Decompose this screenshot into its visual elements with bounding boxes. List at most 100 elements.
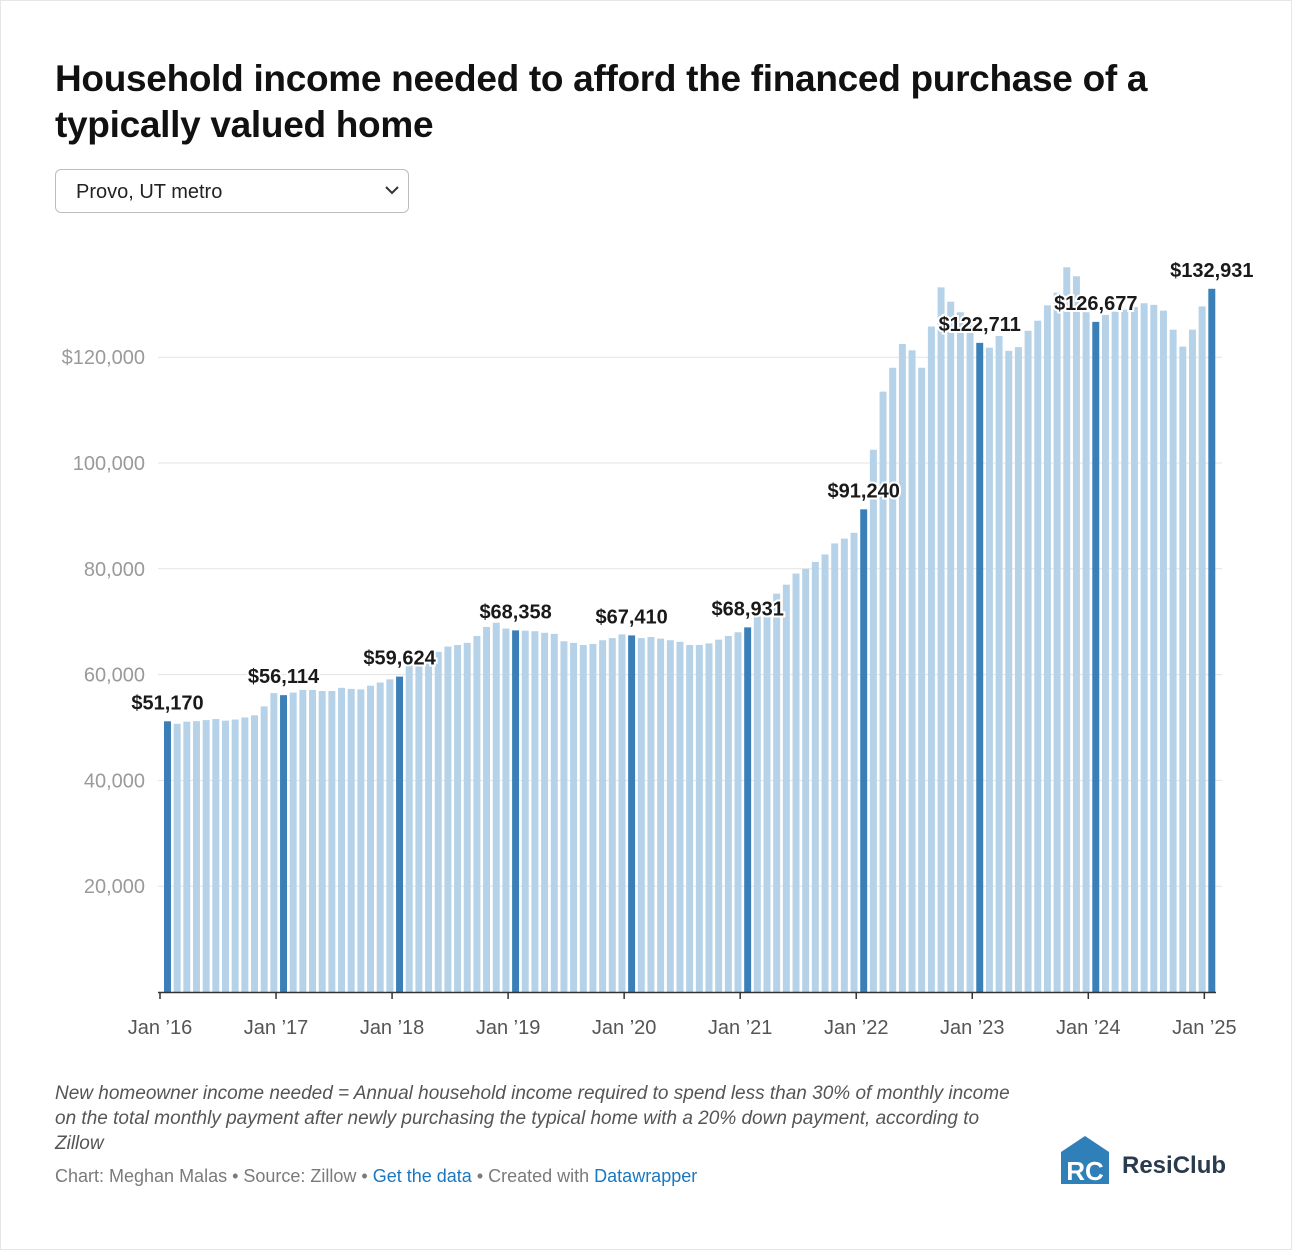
bar — [898, 343, 906, 993]
bar — [1024, 330, 1032, 992]
bar — [231, 719, 239, 992]
bar — [463, 642, 471, 992]
bar — [386, 679, 394, 992]
bar — [927, 326, 935, 992]
bar — [686, 644, 694, 992]
bar — [937, 287, 945, 992]
bar — [560, 641, 568, 992]
bar-highlight — [976, 342, 984, 992]
bar — [434, 651, 442, 992]
bar — [763, 604, 771, 992]
bar — [1130, 306, 1138, 992]
bar — [637, 638, 645, 992]
bar — [705, 643, 713, 992]
bar — [376, 682, 384, 992]
x-tick-label: Jan ’19 — [476, 1017, 541, 1039]
bar — [966, 325, 974, 993]
bar — [473, 635, 481, 992]
y-tick-label: 40,000 — [84, 770, 145, 792]
bar — [183, 721, 191, 992]
bar — [811, 561, 819, 992]
bar — [840, 538, 848, 992]
bar-highlight — [164, 721, 171, 992]
bar — [289, 692, 297, 992]
datawrapper-link[interactable]: Datawrapper — [594, 1166, 698, 1186]
bar-highlight — [280, 695, 287, 992]
credits-middle: • Created with — [471, 1166, 595, 1186]
bar — [1150, 304, 1158, 993]
y-tick-label: 100,000 — [73, 453, 145, 475]
bar — [715, 639, 723, 992]
data-label: $51,170 — [131, 692, 203, 714]
x-tick-label: Jan ’20 — [592, 1017, 657, 1039]
bar — [666, 640, 674, 992]
bar-chart: 20,000 40,000 60,000 80,000 100,000 $120,000 J… — [62, 258, 1256, 1039]
bar — [541, 632, 549, 992]
bar — [1188, 329, 1196, 992]
bar — [521, 630, 529, 992]
bar — [328, 690, 336, 992]
data-label: $91,240 — [828, 480, 900, 502]
bar — [309, 689, 317, 992]
x-tick-label: Jan ’16 — [128, 1017, 193, 1039]
bar — [222, 720, 229, 992]
y-tick-label: 80,000 — [84, 559, 145, 581]
bar — [502, 628, 510, 992]
bar — [1063, 267, 1071, 992]
bar — [647, 637, 655, 992]
credits-prefix: Chart: Meghan Malas • Source: Zillow • — [55, 1166, 373, 1186]
bar — [550, 633, 558, 992]
bar — [1053, 292, 1061, 992]
x-tick-label: Jan ’24 — [1056, 1017, 1121, 1039]
bar — [425, 657, 433, 992]
metro-select[interactable]: Provo, UT metro — [55, 169, 409, 213]
bar — [193, 721, 200, 992]
bar — [753, 616, 761, 992]
bar — [579, 644, 587, 992]
bar — [782, 584, 790, 992]
bar — [608, 638, 616, 992]
x-tick-label: Jan ’21 — [708, 1017, 773, 1039]
bar — [879, 391, 887, 992]
get-the-data-link[interactable]: Get the data — [372, 1166, 472, 1186]
bar-highlight — [744, 627, 752, 992]
bar — [821, 554, 829, 992]
bar — [802, 568, 810, 992]
bar — [251, 715, 258, 992]
bar — [415, 661, 423, 992]
bar — [889, 367, 897, 992]
x-tick-label: Jan ’17 — [244, 1017, 309, 1039]
bar — [1043, 305, 1051, 992]
bar — [773, 593, 781, 992]
bar — [1034, 320, 1042, 993]
bar — [260, 706, 268, 992]
x-tick-label: Jan ’18 — [360, 1017, 425, 1039]
bar-highlight — [628, 635, 636, 992]
bar — [599, 640, 607, 992]
bar — [173, 723, 181, 992]
logo-monogram: RC — [1066, 1156, 1104, 1186]
bar — [357, 689, 365, 992]
bar — [985, 347, 993, 993]
bar — [724, 635, 732, 992]
bar — [850, 532, 858, 992]
bar — [869, 449, 877, 992]
data-label: $132,931 — [1170, 260, 1253, 282]
bar-highlight — [512, 630, 520, 992]
data-label: $68,358 — [479, 601, 551, 623]
bar — [347, 688, 355, 992]
bar-highlight — [396, 676, 404, 992]
bar — [241, 717, 249, 992]
bar — [1014, 347, 1022, 992]
bar-highlight — [1208, 288, 1216, 992]
chart-notes: New homeowner income needed = Annual hou… — [55, 1083, 1010, 1154]
metro-select-value: Provo, UT metro — [76, 181, 223, 203]
logo-text: ResiClub — [1122, 1152, 1227, 1179]
bar — [318, 690, 326, 992]
bar — [734, 632, 742, 992]
bar — [454, 644, 462, 992]
x-tick-label: Jan ’25 — [1172, 1017, 1237, 1039]
bar — [657, 638, 665, 992]
y-tick-label: 20,000 — [84, 876, 145, 898]
bar — [270, 693, 278, 992]
